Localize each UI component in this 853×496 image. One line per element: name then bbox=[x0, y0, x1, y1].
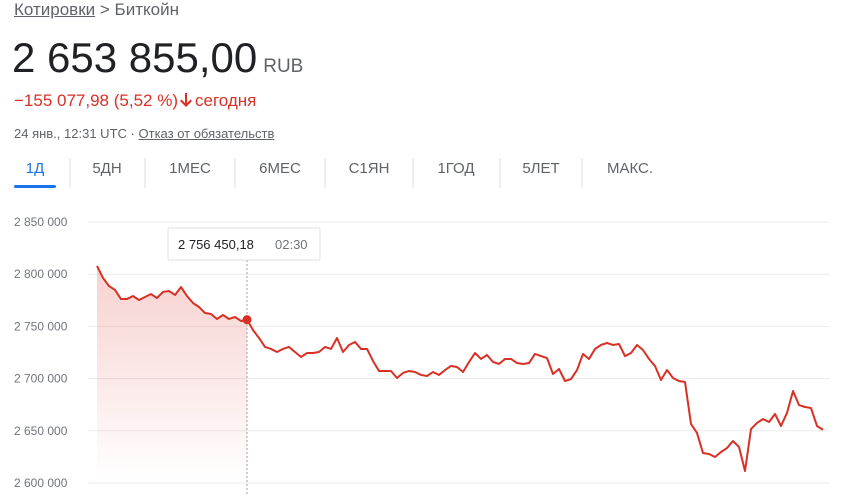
breadcrumb: Котировки > Биткойн bbox=[14, 0, 179, 20]
change: −155 077,98 (5,52 %) сегодня bbox=[14, 91, 256, 111]
price-value: 2 653 855,00 bbox=[12, 34, 258, 81]
change-amount: −155 077,98 bbox=[14, 91, 110, 110]
range-tab[interactable]: 1Д bbox=[25, 160, 45, 177]
timestamp: 24 янв., 12:31 UTC bbox=[14, 126, 127, 141]
change-period: сегодня bbox=[195, 91, 257, 110]
currency: RUB bbox=[263, 56, 304, 77]
y-tick-label: 2 750 000 bbox=[14, 319, 68, 333]
tooltip-time: 02:30 bbox=[275, 237, 308, 252]
range-tab[interactable]: 5ДН bbox=[92, 160, 122, 177]
price-line bbox=[96, 265, 824, 472]
range-tab[interactable]: 6МЕС bbox=[259, 160, 301, 177]
highlight-area bbox=[97, 265, 247, 483]
y-tick-label: 2 850 000 bbox=[14, 215, 68, 229]
range-tab[interactable]: 1ГОД bbox=[437, 160, 475, 177]
breadcrumb-separator: > bbox=[99, 0, 110, 19]
range-tab[interactable]: 5ЛЕТ bbox=[522, 160, 560, 177]
change-percent: (5,52 %) bbox=[113, 91, 178, 110]
disclaimer-link[interactable]: Отказ от обязательств bbox=[138, 126, 275, 141]
y-tick-label: 2 650 000 bbox=[14, 424, 68, 438]
y-tick-label: 2 700 000 bbox=[14, 372, 68, 386]
range-tab[interactable]: МАКС. bbox=[606, 160, 654, 177]
timestamp-row: 24 янв., 12:31 UTC · Отказ от обязательс… bbox=[14, 126, 274, 141]
separator: · bbox=[130, 126, 135, 141]
y-tick-label: 2 600 000 bbox=[14, 476, 68, 490]
price: 2 653 855,00 RUB bbox=[12, 34, 303, 82]
down-arrow bbox=[180, 93, 192, 107]
active-tab-underline bbox=[14, 185, 56, 188]
range-tab[interactable]: С1ЯН bbox=[348, 160, 390, 177]
cursor-point bbox=[242, 315, 252, 325]
y-tick-label: 2 800 000 bbox=[14, 267, 68, 281]
range-tab[interactable]: 1МЕС bbox=[169, 160, 211, 177]
tooltip-box bbox=[167, 227, 321, 261]
breadcrumb-link[interactable]: Котировки bbox=[14, 0, 96, 19]
breadcrumb-current: Биткойн bbox=[114, 0, 179, 19]
tooltip-value: 2 756 450,18 bbox=[178, 237, 254, 252]
